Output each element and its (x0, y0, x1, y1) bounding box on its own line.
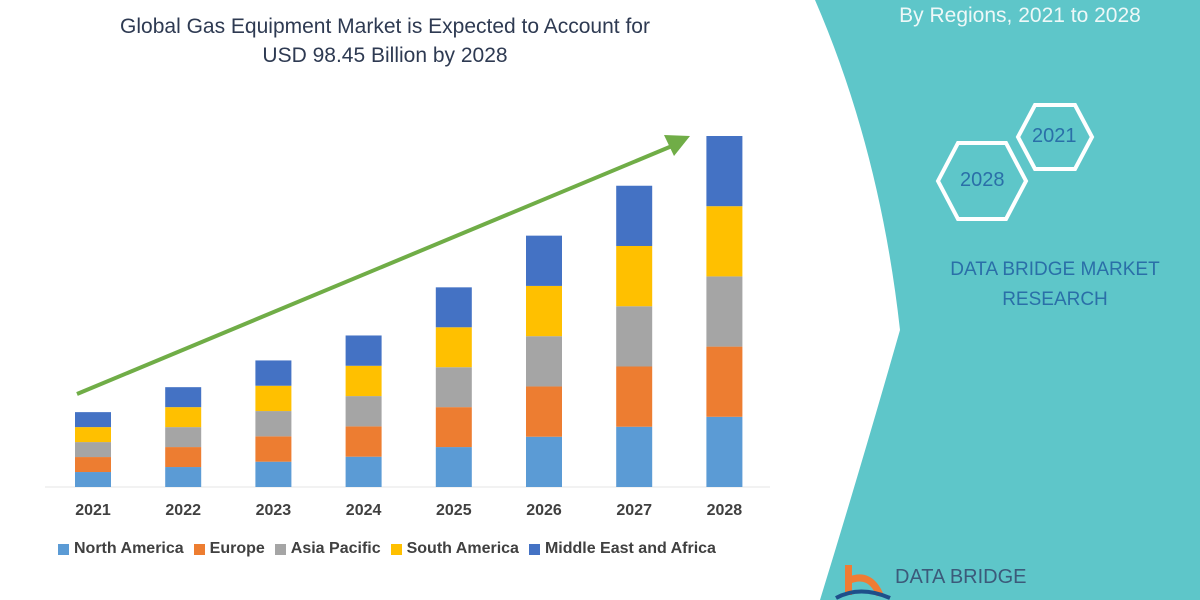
bar-segment (706, 276, 743, 347)
bar-segment (526, 436, 562, 487)
title-line-1: Global Gas Equipment Market is Expected … (120, 15, 650, 38)
bar-segment (435, 407, 472, 448)
bar-segment (435, 327, 472, 368)
x-tick-label: 2028 (706, 502, 743, 519)
x-tick-label: 2021 (75, 502, 111, 519)
legend-swatch (193, 543, 205, 555)
legend-label: Europe (209, 540, 265, 557)
legend-label: South America (406, 540, 519, 557)
bar-segment (345, 335, 382, 366)
x-tick-label: 2025 (436, 502, 472, 519)
bar-segment (165, 407, 202, 428)
bar-segment (255, 461, 292, 487)
brand-name: DATA BRIDGE MARKET RESEARCH (915, 255, 1195, 315)
bar-segment (345, 365, 382, 397)
bar-segment (526, 386, 562, 437)
bar-segment (75, 412, 111, 428)
x-tick-label: 2022 (165, 502, 201, 519)
legend-label: Middle East and Africa (544, 540, 716, 557)
logo-text: DATA BRIDGE (895, 566, 1027, 588)
hexagon-2028 (935, 141, 1029, 221)
legend-swatch (528, 543, 540, 555)
bar-segment (165, 447, 202, 468)
bar-segment (616, 366, 653, 427)
legend-label: Asia Pacific (290, 540, 381, 557)
x-tick-label: 2027 (616, 502, 652, 519)
bar-segment (526, 285, 562, 337)
hex-label-2028: 2028 (960, 169, 1005, 191)
trend-arrow (76, 135, 690, 396)
legend-item: Europe (193, 540, 265, 558)
bar-segment (616, 306, 653, 367)
legend-item: Asia Pacific (274, 540, 381, 558)
bar-segment (255, 436, 292, 462)
bar-segment (435, 367, 472, 408)
legend-item: Middle East and Africa (528, 540, 716, 558)
bar-segment (75, 457, 111, 473)
panel-subtitle: By Regions, 2021 to 2028 (899, 4, 1141, 27)
legend-label: North America (74, 540, 184, 557)
bar-segment (75, 427, 111, 443)
bar-segment (435, 287, 472, 328)
bar-segment (165, 467, 202, 487)
title-line-2: USD 98.45 Billion by 2028 (262, 44, 508, 67)
bar-segment (255, 385, 292, 412)
legend-swatch (58, 543, 69, 555)
bar-segment (165, 427, 202, 448)
brand-line-2: RESEARCH (1002, 289, 1108, 310)
teal-panel (815, 0, 1200, 600)
legend-swatch (274, 543, 286, 555)
x-tick-label: 2023 (255, 502, 292, 519)
bar-segment (526, 336, 562, 387)
bar-segment (706, 206, 743, 277)
bar-segment (526, 235, 562, 286)
bar-segment (616, 185, 653, 246)
bar-segment (345, 426, 382, 457)
bar-segment (435, 447, 472, 487)
brand-line-1: DATA BRIDGE MARKET (950, 259, 1160, 280)
bar-segment (706, 416, 743, 487)
bar-segment (616, 245, 653, 307)
bar-segment (706, 136, 743, 207)
legend-item: North America (58, 540, 184, 558)
bar-segment (165, 387, 202, 408)
legend: North America Europe Asia Pacific South … (58, 540, 716, 558)
legend-swatch (390, 543, 402, 555)
hexagon-2021 (1015, 103, 1095, 171)
x-tick-label: 2024 (345, 502, 382, 519)
bar-segment (706, 346, 743, 417)
bar-segment (616, 426, 653, 487)
bar-segment (75, 442, 111, 458)
x-tick-label: 2026 (526, 502, 562, 519)
legend-item: South America (390, 540, 519, 558)
bar-segment (345, 396, 382, 427)
bar-segment (75, 472, 111, 487)
bar-segment (345, 456, 382, 487)
chart-title: Global Gas Equipment Market is Expected … (40, 12, 730, 70)
hex-label-2021: 2021 (1032, 125, 1077, 147)
logo-icon (835, 565, 891, 600)
bar-segment (255, 360, 292, 386)
bar-segment (255, 411, 292, 437)
